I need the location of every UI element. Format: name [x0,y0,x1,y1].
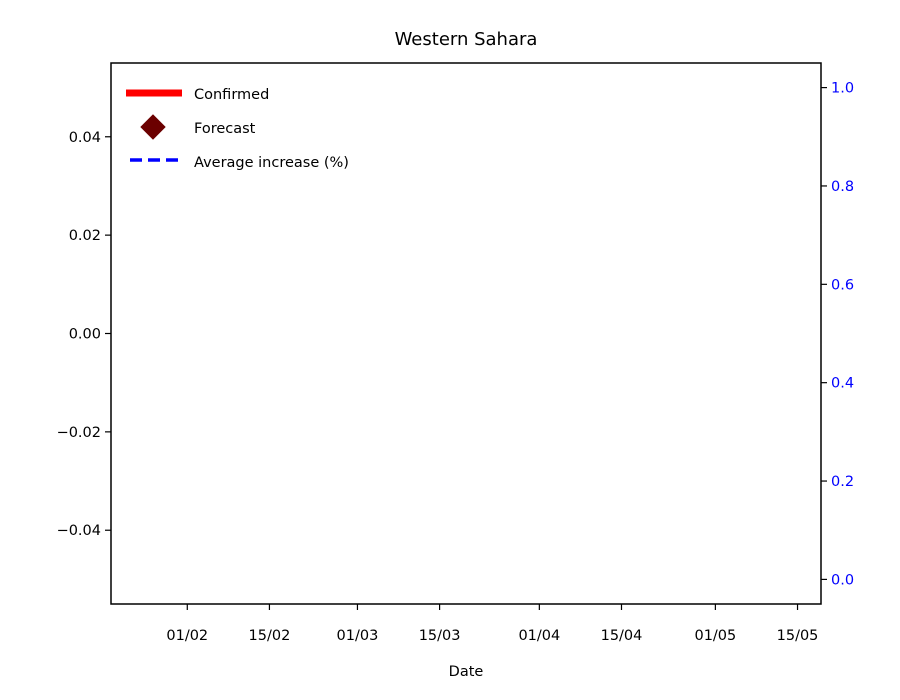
y-right-tick-label: 1.0 [831,81,854,97]
legend: Confirmed Forecast Average increase (%) [126,87,349,171]
y-left-tick-label: 0.02 [69,228,101,244]
y-axis-left: 0.04 0.02 0.00 −0.02 −0.04 [57,130,111,539]
y-left-tick-label: −0.02 [57,425,101,441]
y-right-tick-label: 0.6 [831,277,854,293]
x-tick-label: 15/05 [777,628,819,644]
y-left-tick-label: 0.04 [69,130,101,146]
legend-swatch-forecast [140,114,166,140]
x-tick-label: 01/04 [518,628,560,644]
y-right-tick-label: 0.2 [831,474,854,490]
x-tick-label: 01/05 [694,628,736,644]
x-tick-label: 01/03 [337,628,379,644]
x-tick-label: 01/02 [166,628,208,644]
plot-area [110,62,822,605]
chart-title: Western Sahara [395,29,538,50]
y-axis-right: 1.0 0.8 0.6 0.4 0.2 0.0 [821,81,854,588]
x-tick-label: 15/03 [419,628,461,644]
y-right-tick-label: 0.4 [831,376,854,392]
y-left-tick-label: −0.04 [57,523,101,539]
legend-label-forecast: Forecast [194,121,256,137]
x-tick-label: 15/04 [601,628,643,644]
y-left-tick-label: 0.00 [69,327,101,343]
legend-label-confirmed: Confirmed [194,87,269,103]
y-right-tick-label: 0.0 [831,572,854,588]
x-axis-label: Date [449,664,484,680]
x-axis: 01/02 15/02 01/03 15/03 01/04 15/04 01/05 15/05 [166,604,818,644]
legend-label-average-increase: Average increase (%) [194,155,349,171]
y-right-tick-label: 0.8 [831,179,854,195]
x-tick-label: 15/02 [249,628,291,644]
